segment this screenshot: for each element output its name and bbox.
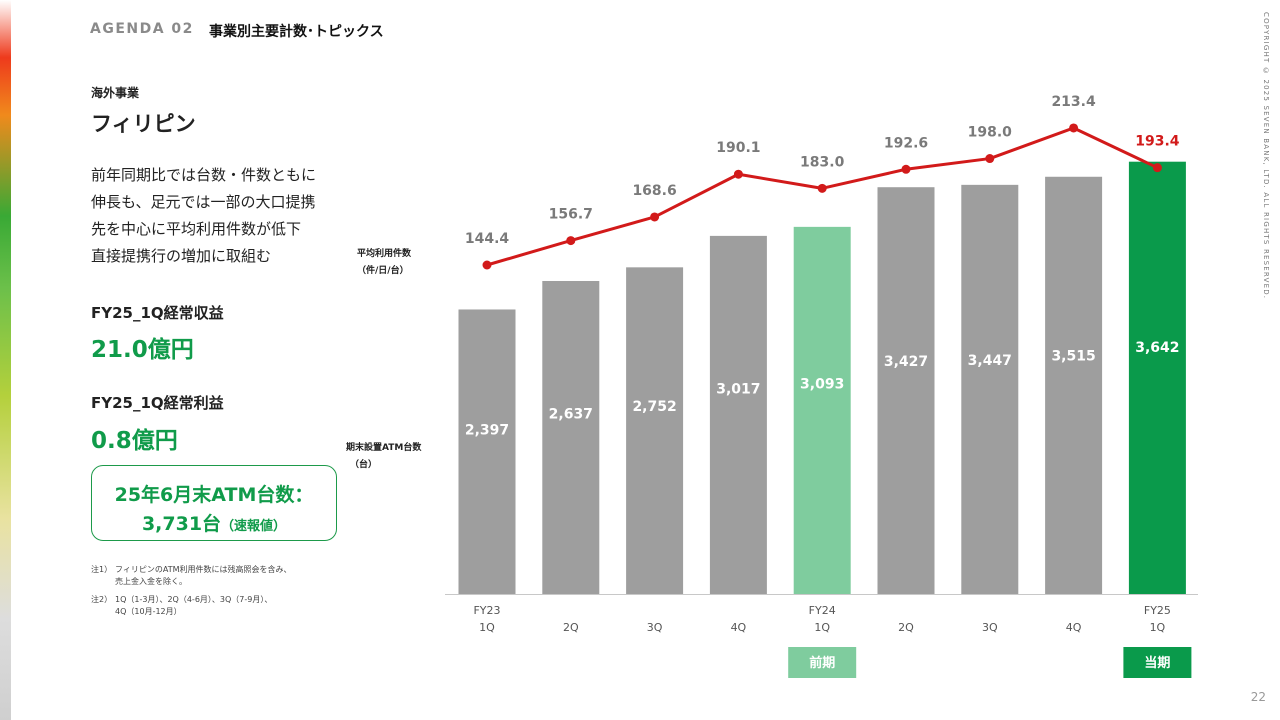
footnotes: 注1） フィリピンのATM利用件数には残高照会を含み、 売上金入金を除く。 注2… (91, 564, 291, 618)
usage-point-label: 193.4 (1135, 134, 1180, 150)
line-axis-label: 平均利用件数 （件/日/台） (357, 246, 411, 280)
footnote-text: フィリピンのATM利用件数には残高照会を含み、 (115, 565, 292, 574)
atm-bar-label: 3,447 (968, 353, 1012, 369)
usage-point (1152, 163, 1162, 173)
bar-axis-label-line: 期末設置ATM台数 (346, 443, 422, 453)
usage-point-label: 156.7 (549, 207, 593, 223)
x-tick-label: 2Q (898, 621, 914, 634)
atm-bar-label: 3,427 (884, 354, 928, 370)
usage-point-label: 183.0 (800, 154, 845, 170)
line-axis-label-unit: （件/日/台） (357, 266, 409, 276)
description-line: 先を中心に平均利用件数が低下 (91, 220, 302, 238)
x-tick-label: 1Q (479, 621, 495, 634)
usage-point (733, 169, 743, 179)
atm-bar (793, 226, 851, 594)
atm-bar (1045, 176, 1103, 594)
atm-count-value: 3,731台 (141, 513, 222, 535)
agenda-title: 事業別主要計数･トピックス (209, 24, 384, 40)
usage-point-label: 144.4 (465, 231, 510, 247)
atm-count-value-line: 3,731台（速報値） (92, 509, 336, 536)
x-tick-label: 3Q (982, 621, 998, 634)
usage-point-label: 198.0 (968, 125, 1013, 141)
footnote-text: 4Q（10月-12月） (115, 607, 182, 616)
atm-bar-label: 2,637 (549, 407, 593, 423)
kpi-profit-value: 0.8億円 (91, 428, 178, 454)
description: 前年同期比では台数・件数ともに 伸長も、足元では一部の大口提携 先を中心に平均利… (91, 162, 341, 270)
bar-axis-label-unit: （台） (350, 460, 378, 470)
usage-point (566, 236, 576, 246)
x-tick-label: FY24 (809, 604, 836, 617)
description-line: 前年同期比では台数・件数ともに (91, 166, 317, 184)
period-badge-label: 当期 (1144, 655, 1170, 671)
period-badge (788, 647, 857, 678)
atm-bar (1128, 161, 1186, 595)
footnote: 注2） 1Q（1-3月）、2Q（4-6月）、3Q（7-9月）、 (91, 594, 291, 606)
usage-point (985, 154, 995, 164)
kpi-revenue-label: FY25_1Q経常収益 (91, 304, 224, 322)
x-tick-label: 2Q (563, 621, 579, 634)
country-title: フィリピン (91, 112, 196, 136)
usage-point-label: 190.1 (716, 140, 760, 156)
atm-bar-label: 3,017 (716, 381, 760, 397)
x-tick-label: 4Q (731, 621, 747, 634)
footnote: 注1） フィリピンのATM利用件数には残高照会を含み、 (91, 564, 291, 576)
atm-bar (542, 280, 600, 594)
atm-bar-label: 3,093 (800, 376, 844, 392)
footnote-number: 注2） (91, 595, 113, 604)
atm-count-label: 25年6月末ATM台数： (114, 484, 314, 506)
atm-bar-label: 3,515 (1051, 348, 1095, 364)
usage-point (817, 183, 827, 193)
page-number: 22 (1250, 690, 1266, 704)
atm-bar (709, 235, 767, 595)
x-tick-label: 3Q (647, 621, 663, 634)
atm-bar (877, 187, 935, 595)
x-tick-label: FY25 (1144, 604, 1171, 617)
usage-point (482, 260, 492, 270)
usage-point (650, 212, 660, 222)
atm-bar-label: 2,397 (465, 423, 509, 439)
footnote-text: 売上金入金を除く。 (115, 577, 187, 586)
x-tick-label: 1Q (1150, 621, 1166, 634)
usage-point (901, 164, 911, 174)
decorative-edge-strip (0, 0, 11, 720)
atm-count-note: （速報値） (221, 519, 287, 534)
atm-bar-label: 3,642 (1135, 340, 1179, 356)
x-tick-label: 4Q (1066, 621, 1082, 634)
description-line: 伸長も、足元では一部の大口提携 (91, 193, 316, 211)
atm-bar (458, 309, 516, 594)
line-axis-label-line: 平均利用件数 (357, 249, 412, 259)
usage-point-label: 213.4 (1051, 94, 1096, 110)
period-badge-label: 前期 (809, 655, 835, 671)
kpi-revenue-value: 21.0億円 (91, 337, 194, 363)
usage-point-label: 192.6 (884, 135, 928, 151)
footnote-text: 1Q（1-3月）、2Q（4-6月）、3Q（7-9月）、 (115, 595, 273, 604)
atm-bar (961, 184, 1019, 594)
x-tick-label: 1Q (814, 621, 830, 634)
atm-bar (626, 267, 684, 594)
usage-point-label: 168.6 (632, 183, 676, 199)
footnote-number: 注1） (91, 565, 113, 574)
bar-axis-label: 期末設置ATM台数 （台） (346, 440, 421, 474)
description-line: 直接提携行の増加に取組む (91, 247, 272, 265)
agenda-label: AGENDA 02 (90, 21, 194, 37)
x-tick-label: FY23 (473, 604, 500, 617)
atm-bar-label: 2,752 (632, 399, 676, 415)
copyright-text: COPYRIGHT © 2025 SEVEN BANK, LTD. ALL RI… (1262, 12, 1270, 300)
usage-point (1069, 123, 1079, 133)
atm-count-box: 25年6月末ATM台数： 3,731台（速報値） (91, 465, 337, 541)
section-label: 海外事業 (91, 86, 140, 100)
kpi-profit-label: FY25_1Q経常利益 (91, 394, 224, 412)
period-badge (1123, 647, 1192, 678)
